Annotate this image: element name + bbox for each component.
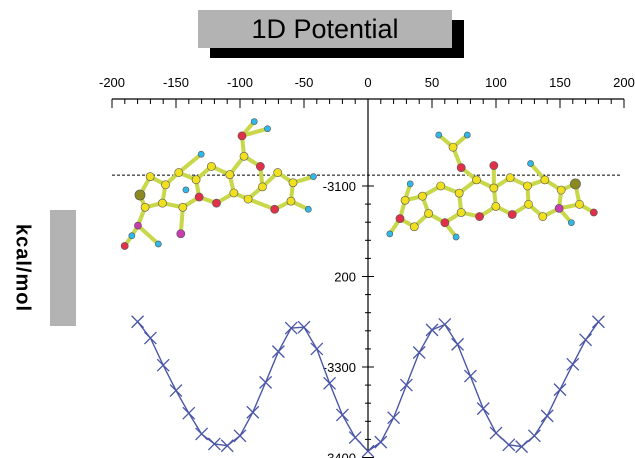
y-tick-label: -3300 bbox=[323, 360, 356, 375]
y-tick-label: -3100 bbox=[323, 179, 356, 194]
molecule-right-image bbox=[386, 131, 598, 241]
series-group bbox=[131, 315, 605, 458]
data-point-marker bbox=[335, 408, 349, 422]
molecule-left-image bbox=[120, 118, 317, 250]
data-point-marker bbox=[195, 427, 209, 441]
x-tick-label: -100 bbox=[227, 75, 253, 90]
y-tick-label: -3400 bbox=[323, 451, 356, 458]
data-point-marker bbox=[463, 369, 477, 383]
chart-title: 1D Potential bbox=[198, 10, 452, 48]
data-point-marker bbox=[566, 357, 580, 371]
data-point-marker bbox=[297, 320, 311, 334]
x-tick-label: 100 bbox=[485, 75, 507, 90]
data-point-marker bbox=[169, 384, 183, 397]
data-point-marker bbox=[399, 378, 413, 392]
data-point-marker bbox=[579, 333, 593, 347]
data-point-marker bbox=[527, 429, 541, 443]
data-point-marker bbox=[143, 331, 157, 345]
data-point-marker bbox=[220, 439, 234, 453]
data-point-marker bbox=[515, 440, 529, 454]
data-point-marker bbox=[271, 345, 285, 359]
data-point-marker bbox=[387, 411, 401, 425]
x-tick-label: 0 bbox=[364, 75, 371, 90]
data-point-marker bbox=[553, 383, 567, 397]
x-tick-label: -50 bbox=[295, 75, 314, 90]
data-point-marker bbox=[412, 346, 426, 359]
data-point-marker bbox=[361, 444, 375, 458]
data-point-marker bbox=[259, 375, 273, 389]
y-tick-label: 200 bbox=[334, 270, 356, 285]
x-tick-label: -200 bbox=[99, 75, 125, 90]
data-point-marker bbox=[207, 437, 221, 451]
data-point-marker bbox=[374, 435, 388, 449]
data-point-marker bbox=[284, 321, 298, 335]
axes: -200 -150 -100 -50 0 50 100 150 200 -3100 200 -3300… bbox=[99, 75, 635, 458]
data-point-marker bbox=[233, 429, 247, 443]
x-tick-label: 200 bbox=[613, 75, 635, 90]
data-point-marker bbox=[591, 315, 605, 329]
data-point-marker bbox=[156, 358, 170, 372]
data-point-marker bbox=[451, 337, 465, 351]
data-point-marker bbox=[540, 409, 554, 423]
data-point-marker bbox=[348, 431, 362, 445]
data-point-marker bbox=[131, 315, 145, 329]
data-point-marker bbox=[489, 426, 503, 440]
data-point-marker bbox=[246, 405, 260, 419]
x-tick-label: 50 bbox=[425, 75, 439, 90]
data-point-marker bbox=[476, 402, 490, 416]
ylabel-bar bbox=[50, 210, 76, 326]
x-tick-label: 150 bbox=[549, 75, 571, 90]
x-tick-label: -150 bbox=[163, 75, 189, 90]
data-point-marker bbox=[310, 342, 324, 356]
data-point-marker bbox=[425, 323, 439, 337]
data-point-marker bbox=[502, 438, 516, 452]
data-point-marker bbox=[438, 318, 452, 331]
data-point-marker bbox=[323, 376, 337, 390]
data-point-marker bbox=[182, 406, 196, 420]
